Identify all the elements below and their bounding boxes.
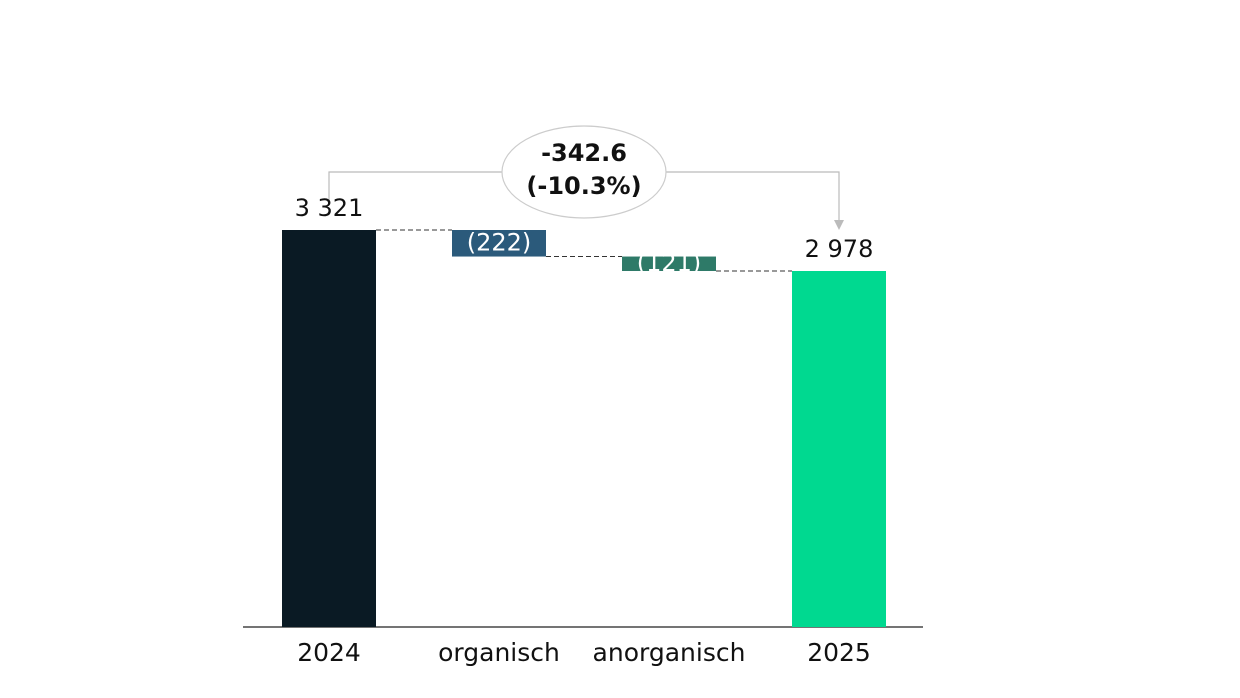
bar	[452, 230, 546, 257]
bar	[622, 256, 716, 272]
bracket-arrow	[834, 220, 844, 230]
bracket-line	[666, 171, 840, 224]
x-tick-label: 2024	[297, 638, 361, 667]
annotation-text: -342.6	[541, 139, 627, 167]
value-label: (222)	[467, 228, 532, 256]
x-tick-label: 2025	[807, 638, 871, 667]
bracket-line	[328, 171, 502, 200]
x-tick-label: anorganisch	[593, 638, 746, 667]
bar	[792, 271, 886, 627]
value-label: 3 321	[295, 194, 364, 222]
change-annotation: -342.6 (-10.3%)	[328, 125, 844, 230]
value-label: 2 978	[805, 235, 874, 263]
x-tick-label: organisch	[438, 638, 560, 667]
annotation-text: (-10.3%)	[526, 172, 641, 200]
value-label: (121)	[637, 249, 702, 277]
annotation-bubble	[501, 125, 667, 219]
bar	[282, 230, 376, 627]
